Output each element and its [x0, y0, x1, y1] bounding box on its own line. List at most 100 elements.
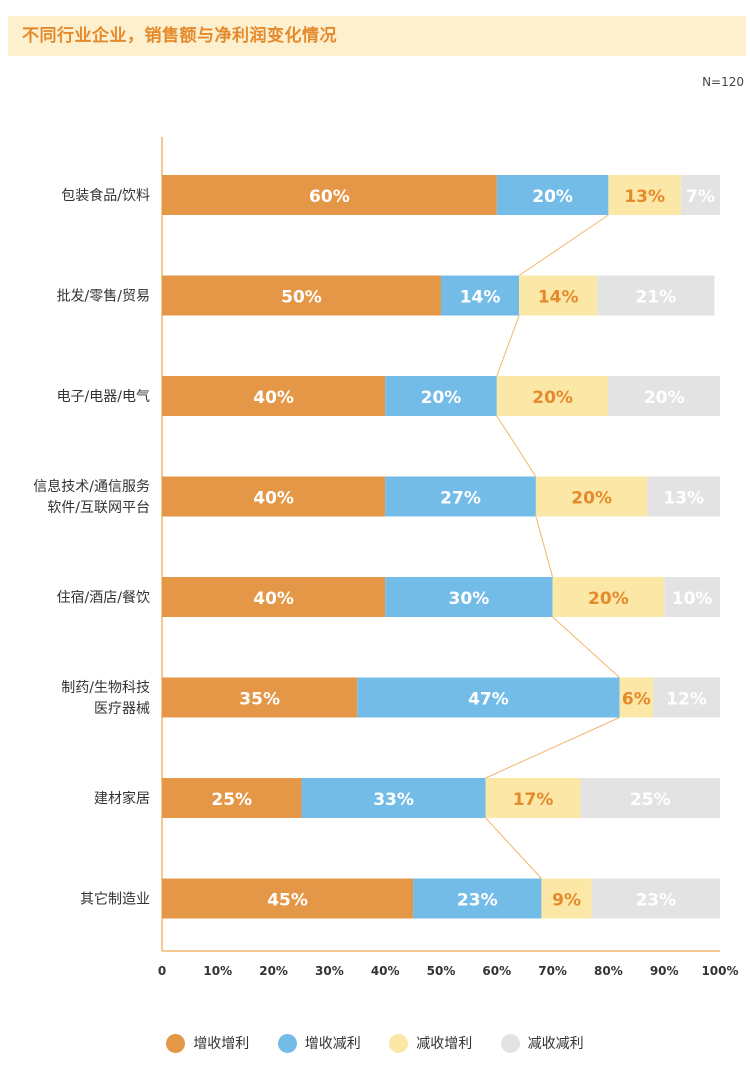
legend-label-s3: 减收增利 — [416, 1036, 473, 1052]
bar-segment — [162, 275, 441, 316]
category-label: 批发/零售/贸易 — [57, 289, 150, 305]
data-label: 35% — [239, 690, 280, 710]
legend-label-s2: 增收减利 — [304, 1036, 361, 1052]
data-label: 10% — [672, 589, 713, 609]
legend-swatch-s1 — [166, 1033, 186, 1053]
bar-segment — [664, 577, 720, 617]
bar-segment — [413, 878, 542, 919]
bar-segment — [162, 376, 386, 416]
legend: 增收增利 增收减利 减收增利 减收减利 — [0, 1033, 750, 1053]
data-label: 40% — [253, 388, 294, 408]
legend-label-s4: 减收减利 — [527, 1036, 584, 1052]
category-label: 其它制造业 — [80, 891, 150, 908]
data-label: 50% — [281, 288, 322, 308]
x-tick-label: 0 — [158, 964, 166, 978]
bar-segment — [647, 476, 720, 517]
data-label: 25% — [211, 790, 252, 810]
connector-line — [518, 214, 609, 276]
bar-segment — [385, 577, 553, 617]
data-label: 20% — [571, 489, 612, 509]
x-tick-label: 50% — [427, 964, 456, 978]
connector-line — [496, 315, 520, 377]
data-label: 23% — [457, 891, 498, 911]
bar-segment — [552, 577, 665, 617]
title-bar: 不同行业企业，销售额与净利润变化情况 — [8, 16, 746, 56]
bar-segment — [519, 275, 598, 316]
bar-segment — [496, 175, 609, 215]
legend-swatch-s3 — [389, 1033, 409, 1053]
x-tick-label: 40% — [371, 964, 400, 978]
bar-segment — [608, 175, 681, 215]
legend-swatch-s4 — [500, 1033, 520, 1053]
data-label: 40% — [253, 589, 294, 609]
x-tick-label: 10% — [203, 964, 232, 978]
bar-segment — [591, 878, 720, 919]
data-label: 40% — [253, 489, 294, 509]
legend-item-s3: 减收增利 — [389, 1033, 472, 1053]
bar-segment — [619, 677, 654, 718]
bar-segment — [385, 376, 497, 416]
data-label: 7% — [686, 187, 715, 207]
bar-segment — [597, 275, 715, 316]
connector-line — [496, 415, 537, 477]
stacked-bar-chart: 0 10% 20% 30% 40% 50% 60% 70% 80% 90% 100% 包装食品/饮料 6… — [33, 137, 739, 978]
connector-line — [535, 516, 554, 578]
category-label: 电子/电器/电气 — [57, 389, 150, 405]
chart-title: 不同行业企业，销售额与净利润变化情况 — [22, 26, 337, 46]
connector-line — [552, 616, 620, 678]
data-label: 25% — [630, 790, 671, 810]
x-tick-label: 70% — [538, 964, 567, 978]
connector-line — [485, 817, 542, 879]
data-label: 20% — [421, 388, 462, 408]
legend-label-s1: 增收增利 — [193, 1036, 250, 1052]
connector-line — [485, 717, 620, 779]
bar-segment — [385, 476, 536, 517]
data-label: 30% — [449, 589, 490, 609]
data-label: 60% — [309, 187, 350, 207]
bar-segment — [580, 778, 720, 818]
x-tick-label: 60% — [482, 964, 511, 978]
bar-segment — [301, 778, 486, 818]
data-label: 6% — [622, 690, 651, 710]
x-tick-label: 80% — [594, 964, 623, 978]
legend-swatch-s2 — [277, 1033, 297, 1053]
data-label: 45% — [267, 891, 308, 911]
data-label: 20% — [588, 589, 629, 609]
bar-segment — [162, 878, 414, 919]
bar-segment — [357, 677, 620, 718]
data-label: 14% — [460, 288, 501, 308]
data-label: 13% — [663, 489, 704, 509]
bar-segment — [541, 878, 592, 919]
category-label: 住宿/酒店/餐饮 — [57, 589, 150, 606]
x-tick-label: 30% — [315, 964, 344, 978]
bar-segment — [496, 376, 609, 416]
data-label: 14% — [538, 288, 579, 308]
data-label: 13% — [624, 187, 665, 207]
x-tick-label: 90% — [650, 964, 679, 978]
category-label: 软件/互联网平台 — [47, 500, 150, 516]
bar-segment — [485, 778, 581, 818]
bar-segment — [441, 275, 520, 316]
data-label: 20% — [644, 388, 685, 408]
bar-segment — [162, 175, 497, 215]
category-label: 医疗器械 — [94, 701, 150, 717]
sample-size-note: N=120 — [702, 75, 744, 89]
data-label: 20% — [532, 187, 573, 207]
data-label: 9% — [552, 891, 581, 911]
x-tick-label: 100% — [701, 964, 738, 978]
category-label: 建材家居 — [94, 790, 150, 807]
legend-item-s1: 增收增利 — [166, 1033, 249, 1053]
legend-item-s4: 减收减利 — [500, 1033, 584, 1053]
data-label: 17% — [513, 790, 554, 810]
legend-item-s2: 增收减利 — [277, 1033, 361, 1053]
bar-segment — [162, 778, 302, 818]
bar-segment — [162, 677, 358, 718]
data-label: 27% — [440, 489, 481, 509]
category-label: 制药/生物科技 — [61, 680, 150, 696]
bar-segment — [653, 677, 720, 718]
category-label: 信息技术/通信服务 — [33, 478, 150, 495]
bar-segment — [162, 476, 386, 517]
category-label: 包装食品/饮料 — [61, 187, 150, 204]
bar-segment — [680, 175, 720, 215]
data-label: 47% — [468, 690, 509, 710]
